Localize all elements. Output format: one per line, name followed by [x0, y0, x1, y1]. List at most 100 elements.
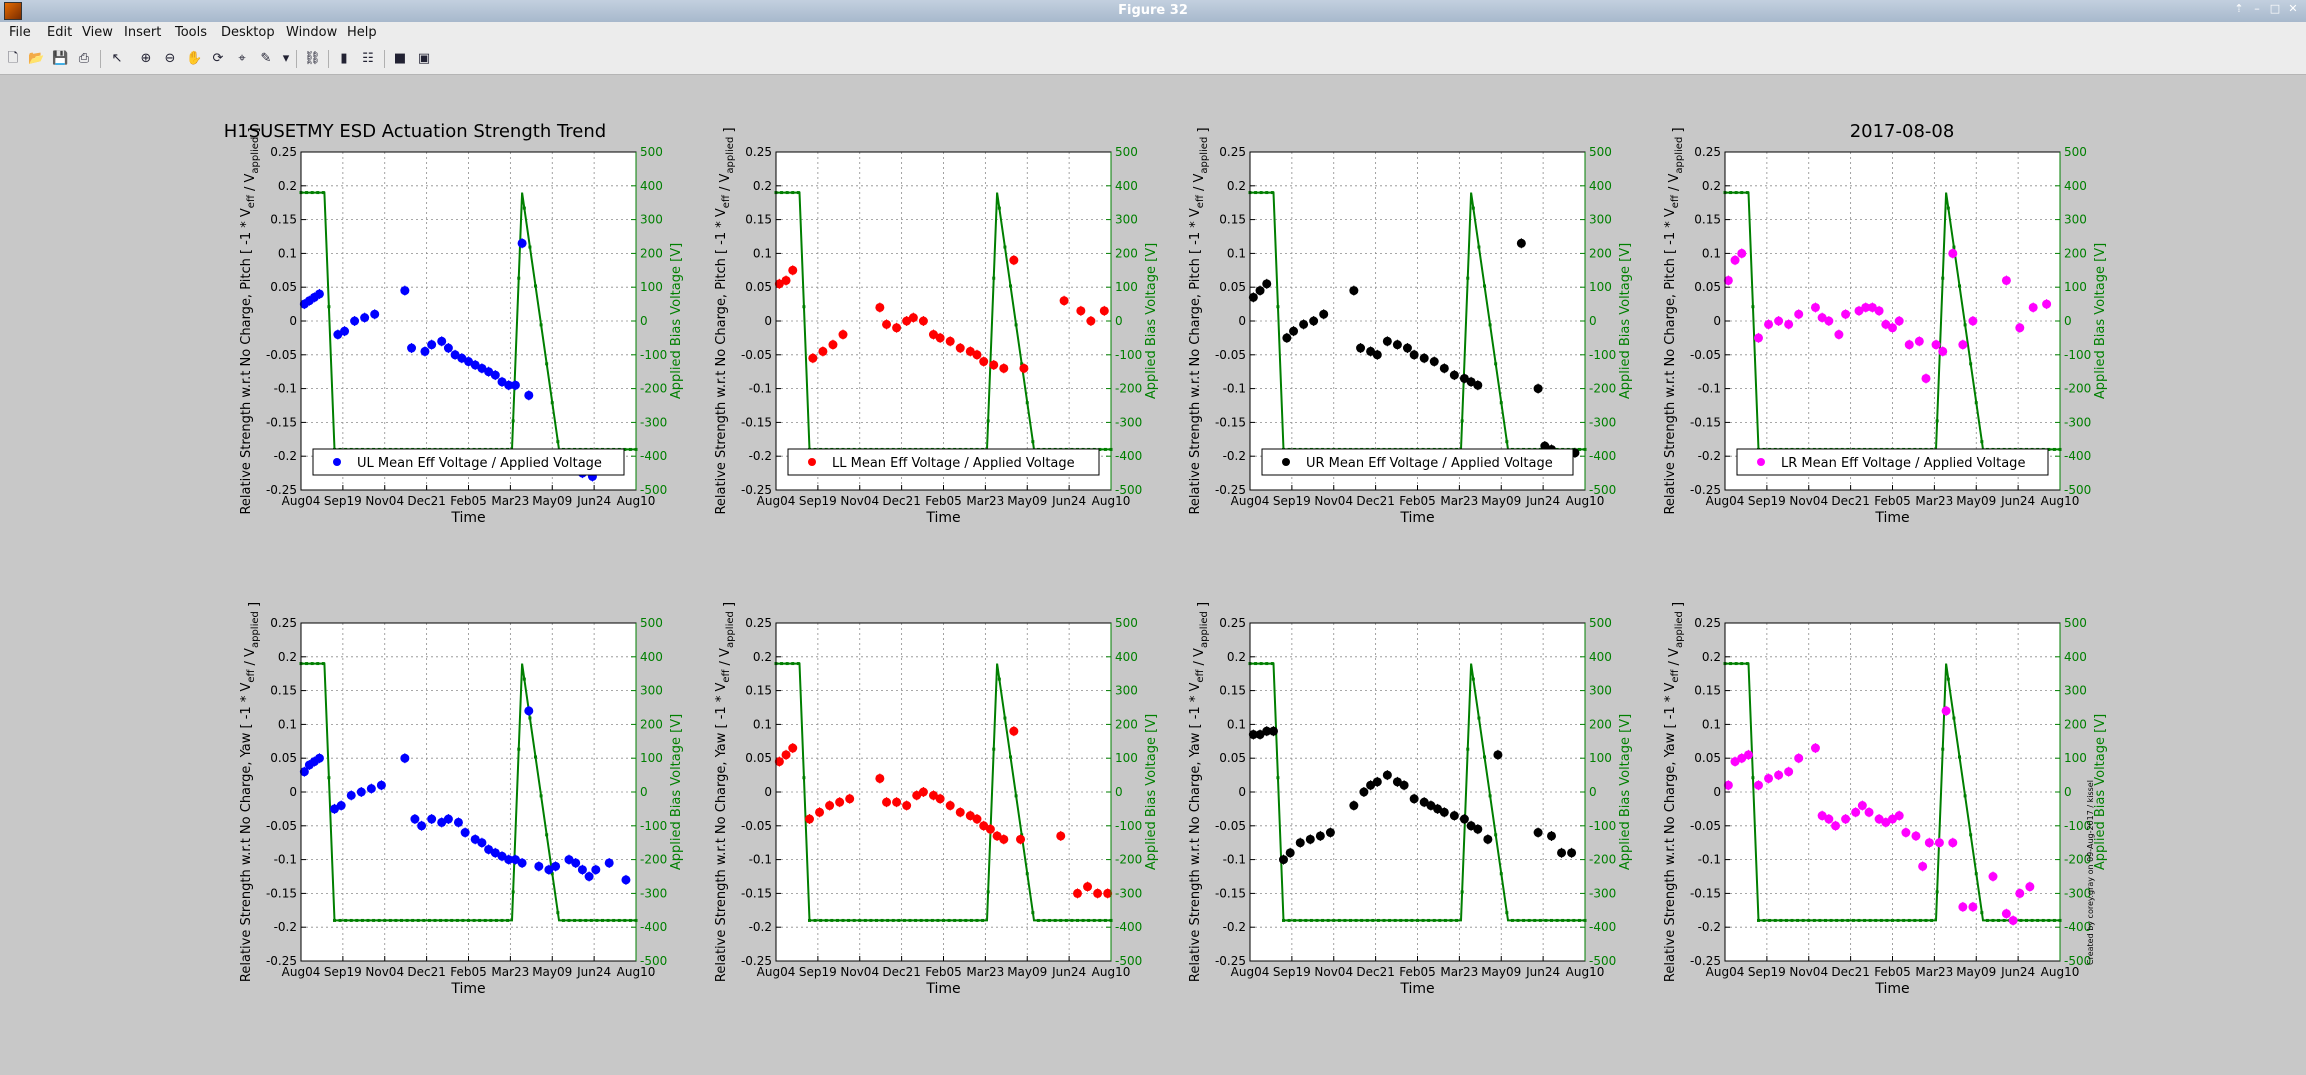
data-point [1874, 306, 1884, 316]
menu-arrow-icon[interactable]: ⇡ [2234, 2, 2244, 15]
data-point [1439, 807, 1449, 817]
minimize-icon[interactable]: – [2254, 2, 2260, 15]
bias-voltage-marker [1941, 276, 1945, 280]
y2-tick-label: -400 [2064, 920, 2091, 934]
bias-voltage-marker [305, 662, 309, 666]
bias-voltage-marker [2047, 447, 2051, 451]
bias-voltage-marker [439, 918, 443, 922]
open-icon[interactable]: 📂 [28, 51, 45, 66]
y-tick-label: 0.25 [1694, 616, 1721, 630]
bias-voltage-marker [1566, 918, 1570, 922]
data-point [1810, 302, 1820, 312]
bias-voltage-marker [567, 918, 571, 922]
y-axis-label: Relative Strength w.r.t No Charge, Yaw [… [239, 602, 262, 982]
data-point [2028, 302, 2038, 312]
menu-window[interactable]: Window [286, 25, 338, 40]
hide-plot-tools-icon[interactable]: ■ [393, 51, 407, 66]
data-point [1392, 340, 1402, 350]
bias-voltage-marker [981, 918, 985, 922]
data-point [902, 801, 912, 811]
y2-tick-label: 300 [1589, 213, 1612, 227]
bias-voltage-marker [1824, 918, 1827, 922]
x-tick-label: Feb05 [1874, 965, 1911, 979]
y2-tick-label: -500 [640, 954, 667, 968]
brush-dropdown-icon[interactable]: ▾ [282, 51, 290, 66]
x-tick-label: Jun24 [1525, 965, 1560, 979]
data-cursor-icon[interactable]: ⌖ [238, 51, 246, 66]
bias-voltage-marker [886, 918, 890, 922]
y-tick-label: 0.15 [1694, 684, 1721, 698]
menu-help[interactable]: Help [347, 25, 377, 40]
y-tick-label: -0.15 [741, 415, 772, 429]
x-tick-label: Dec21 [407, 494, 446, 508]
menu-desktop[interactable]: Desktop [221, 25, 275, 40]
link-icon[interactable]: ⛓ [304, 51, 321, 66]
data-point [464, 357, 473, 367]
menu-edit[interactable]: Edit [47, 25, 73, 40]
x-tick-label: Aug04 [757, 965, 796, 979]
y-tick-label: -0.1 [274, 382, 297, 396]
data-point [1319, 309, 1329, 319]
bias-voltage-marker [1477, 716, 1481, 720]
data-point [571, 858, 581, 868]
y-tick-label: -0.15 [1690, 886, 1721, 900]
data-point [340, 326, 350, 336]
y-tick-label: -0.25 [1215, 954, 1246, 968]
bias-voltage-marker [539, 323, 543, 327]
data-point [470, 834, 480, 844]
menu-insert[interactable]: Insert [124, 25, 162, 40]
x-tick-label: Mar23 [491, 965, 529, 979]
data-point [1019, 363, 1029, 373]
bias-voltage-marker [1421, 918, 1425, 922]
menu-tools[interactable]: Tools [175, 25, 208, 40]
matlab-app-icon [4, 2, 22, 20]
bias-voltage-marker [1757, 918, 1760, 922]
data-point [370, 309, 380, 319]
bias-voltage-marker [1577, 447, 1581, 451]
data-point [504, 380, 514, 390]
bias-voltage-marker [578, 918, 582, 922]
x-tick-label: Mar23 [966, 494, 1004, 508]
bias-voltage-marker [1483, 755, 1486, 759]
bias-voltage-marker [1952, 716, 1956, 720]
zoom-out-icon[interactable]: ⊖ [164, 51, 176, 66]
y-tick-label: 0.25 [745, 616, 772, 630]
bias-voltage-marker [1924, 918, 1928, 922]
bias-voltage-marker [802, 776, 806, 780]
colorbar-icon[interactable]: ▮ [340, 51, 348, 66]
bias-voltage-marker [2025, 918, 2028, 922]
pointer-icon[interactable]: ↖ [111, 51, 123, 66]
new-file-icon[interactable]: 🗋 [7, 51, 19, 66]
data-point [1449, 370, 1459, 380]
y-tick-label: -0.05 [1215, 819, 1246, 833]
close-icon[interactable]: ✕ [2288, 2, 2298, 15]
data-point [400, 753, 410, 763]
y2-axis-label: Applied Bias Voltage [V] [669, 243, 684, 399]
y2-tick-label: 100 [2064, 280, 2087, 294]
zoom-in-icon[interactable]: ⊕ [140, 51, 152, 66]
y2-tick-label: 400 [640, 179, 663, 193]
bias-voltage-marker [1835, 918, 1839, 922]
bias-voltage-marker [1907, 918, 1911, 922]
bias-voltage-marker [1098, 918, 1102, 922]
y2-tick-label: -400 [2064, 449, 2091, 463]
bias-voltage-marker [1382, 918, 1386, 922]
bias-voltage-marker [1561, 918, 1565, 922]
legend-icon[interactable]: ☷ [362, 51, 374, 66]
bias-voltage-marker [433, 918, 437, 922]
x-tick-label: Nov04 [365, 494, 404, 508]
y2-tick-label: 500 [1115, 145, 1138, 159]
brush-icon[interactable]: ✎ [260, 51, 272, 66]
pan-icon[interactable]: ✋ [186, 51, 203, 66]
bias-voltage-marker [623, 918, 627, 922]
bias-voltage-marker [1427, 918, 1431, 922]
show-plot-tools-icon[interactable]: ▣ [417, 51, 431, 66]
menu-file[interactable]: File [9, 25, 31, 40]
bias-voltage-marker [1488, 794, 1492, 798]
menu-view[interactable]: View [82, 25, 113, 40]
rotate-icon[interactable]: ⟳ [212, 51, 224, 66]
maximize-icon[interactable]: □ [2269, 2, 2281, 15]
y2-tick-label: 0 [640, 314, 648, 328]
print-icon[interactable]: ⎙ [78, 51, 90, 66]
save-icon[interactable]: 💾 [52, 51, 69, 66]
